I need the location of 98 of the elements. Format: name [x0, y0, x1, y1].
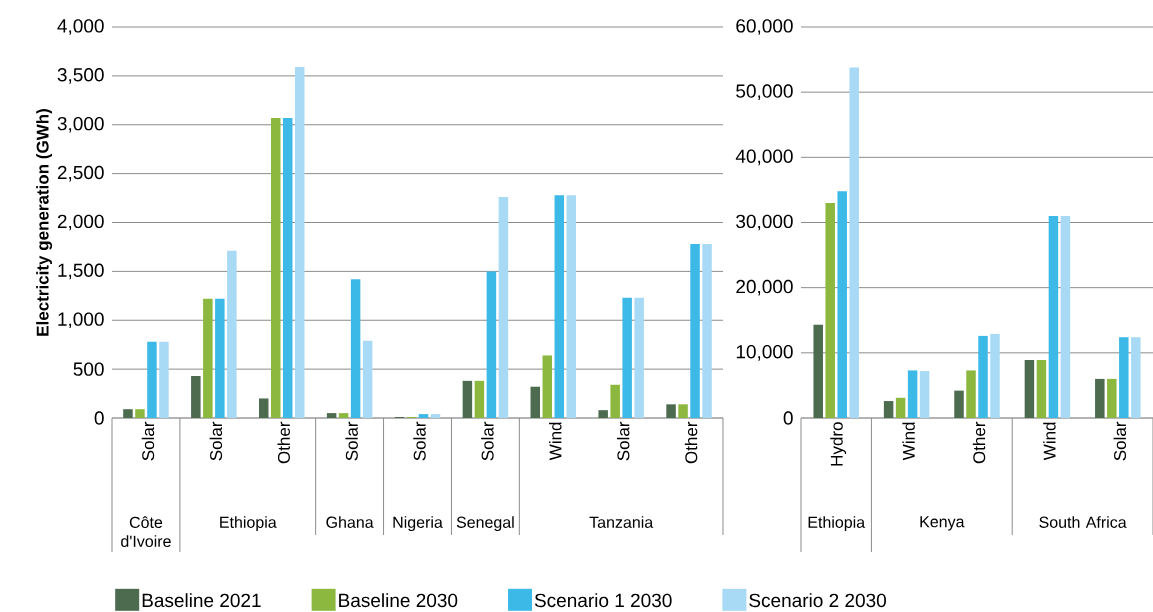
x-tick-label: Solar: [345, 421, 358, 461]
x-tick-label: Hydro: [830, 422, 847, 466]
x-tick-label: Solar: [209, 421, 223, 461]
y-tick-label: 10,000: [736, 344, 793, 361]
bar: [702, 244, 712, 418]
bar: [825, 202, 835, 418]
bar: [907, 370, 918, 418]
bar: [966, 370, 976, 418]
y-tick-label: 20,000: [736, 279, 793, 296]
bar: [622, 297, 632, 418]
y-tick-label: 0: [94, 411, 104, 425]
y-tick-label: 40,000: [735, 149, 793, 166]
text: Nigeria: [393, 516, 443, 532]
bar: [203, 298, 213, 418]
bar: [227, 250, 237, 418]
bar: [159, 341, 169, 418]
bar: [462, 380, 473, 418]
bar: [486, 271, 497, 418]
text: Senegal: [456, 516, 514, 532]
bar: [1107, 378, 1117, 418]
bar: [883, 401, 894, 418]
text: Ethiopia: [808, 516, 866, 532]
bar: [258, 398, 269, 418]
legend-label: Scenario 2 2030: [749, 593, 886, 608]
bar: [666, 404, 676, 418]
bar: [566, 195, 577, 418]
text: Kenya: [920, 516, 965, 531]
x-tick-label: Solar: [413, 421, 426, 461]
bar: [418, 414, 429, 418]
bar: [1036, 360, 1047, 418]
text: Ghana: [326, 516, 374, 528]
y-tick-label: 2,500: [57, 165, 104, 182]
bar: [338, 413, 349, 418]
bar: [919, 371, 930, 418]
y-tick-label: 0: [783, 411, 793, 425]
bar: [1060, 215, 1071, 418]
x-tick-label: Solar: [616, 421, 630, 461]
bar: [554, 195, 565, 418]
x-tick-label: Solar: [1113, 421, 1127, 461]
x-tick-label: Other: [684, 421, 698, 464]
x-tick-label: Wind: [902, 422, 915, 461]
text: South Africa: [1039, 516, 1127, 528]
bar: [147, 341, 157, 418]
y-axis-title: Electricity generation (GWh): [36, 109, 53, 336]
y-tick-label: 3,500: [57, 68, 104, 84]
y-tick-label: 4,000: [57, 19, 104, 35]
bar: [598, 410, 608, 418]
bar: [1131, 337, 1141, 418]
y-tick-label: 60,000: [736, 19, 793, 35]
bar: [837, 191, 847, 418]
y-tick-label: 3,000: [57, 116, 104, 133]
bar: [270, 117, 281, 418]
bar: [990, 333, 1000, 418]
bar: [978, 335, 988, 418]
bar: [123, 409, 133, 418]
x-tick-label: Other: [277, 421, 290, 464]
x-tick-label: Solar: [481, 421, 494, 461]
bar: [895, 397, 906, 418]
bar: [326, 413, 337, 418]
y-tick-label: 1,000: [58, 312, 104, 329]
bar: [1095, 378, 1105, 418]
bar: [849, 67, 859, 418]
bar: [634, 297, 644, 418]
bar: [474, 380, 485, 418]
bar: [542, 355, 553, 418]
text: Côte d'Ivoire: [121, 516, 171, 548]
bar: [215, 298, 225, 418]
bar: [350, 279, 361, 418]
bar: [362, 340, 373, 418]
bar: [813, 324, 823, 418]
y-tick-label: 500: [73, 362, 104, 376]
bar: [282, 117, 293, 418]
text: Ethiopia: [220, 516, 277, 532]
bar: [1119, 337, 1129, 418]
bar: [610, 384, 620, 418]
bar: [678, 404, 688, 418]
bar: [294, 67, 305, 418]
y-tick-label: 2,000: [57, 214, 104, 231]
bar: [498, 197, 509, 418]
y-tick-label: 30,000: [736, 214, 793, 231]
bar: [191, 375, 201, 418]
bar: [1024, 360, 1035, 418]
y-tick-label: 50,000: [736, 84, 793, 101]
bar: [135, 409, 145, 418]
legend-label: Baseline 2021: [142, 593, 261, 608]
legend-label: Baseline 2030: [339, 593, 458, 608]
x-tick-label: Wind: [1043, 422, 1056, 461]
legend-label: Scenario 1 2030: [534, 593, 672, 608]
y-tick-label: 1,500: [58, 263, 104, 280]
bar: [1048, 215, 1059, 418]
x-tick-label: Wind: [549, 422, 562, 461]
bar: [530, 386, 541, 418]
bar: [690, 244, 700, 418]
bar: [954, 390, 964, 418]
x-tick-label: Other: [972, 421, 986, 464]
bar: [430, 414, 441, 418]
x-tick-label: Solar: [141, 421, 155, 461]
text: Tanzania: [589, 516, 654, 528]
